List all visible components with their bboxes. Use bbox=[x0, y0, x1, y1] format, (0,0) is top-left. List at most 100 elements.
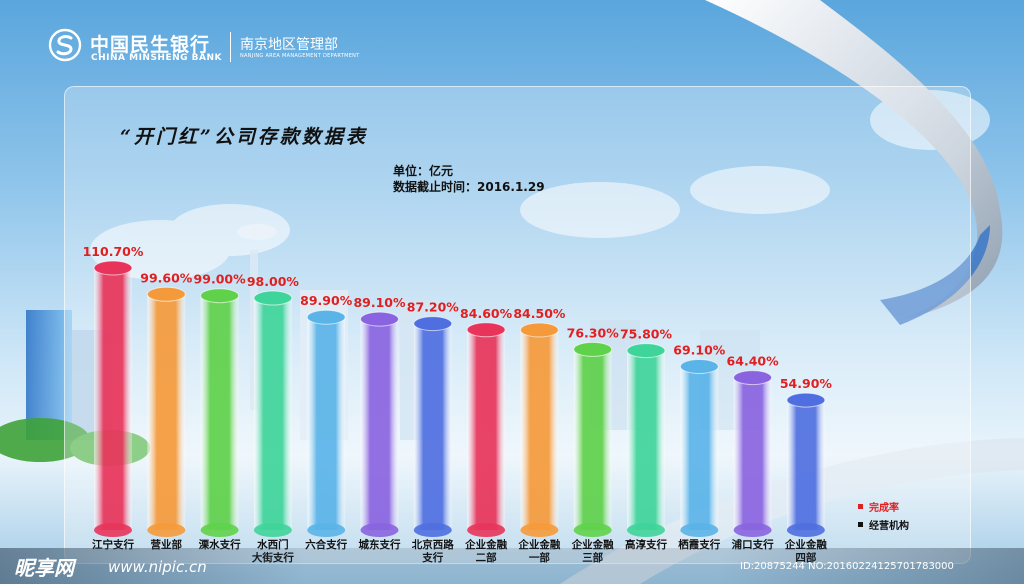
bar-base bbox=[680, 523, 719, 537]
category-label: 企业金融 bbox=[464, 538, 507, 551]
department-name-en: NANJING AREA MANAGEMENT DEPARTMENT bbox=[240, 53, 360, 59]
bar-base bbox=[253, 523, 292, 537]
bar-cap bbox=[306, 309, 346, 325]
bar-cap bbox=[200, 288, 240, 304]
bar-base bbox=[573, 523, 612, 537]
bar-value-label: 69.10% bbox=[673, 342, 726, 357]
bar-cap bbox=[733, 370, 773, 386]
legend-swatch-red bbox=[858, 503, 863, 509]
bar bbox=[733, 370, 773, 537]
bar-value-label: 89.10% bbox=[353, 295, 406, 310]
category-label: 江宁支行 bbox=[92, 538, 134, 551]
category-label: 企业金融 bbox=[784, 538, 827, 551]
category-label: 营业部 bbox=[151, 538, 183, 551]
bar bbox=[786, 392, 826, 537]
bar bbox=[200, 288, 240, 537]
watermark-bar: 昵享网 www.nipic.cn ID:20875244 NO:20160224… bbox=[0, 548, 1024, 584]
bar-value-label: 110.70% bbox=[83, 244, 144, 259]
bar bbox=[360, 311, 399, 537]
monorail-train bbox=[880, 225, 990, 325]
bar bbox=[519, 322, 559, 537]
unit-label: 单位：亿元 bbox=[393, 164, 454, 178]
header-divider bbox=[230, 32, 231, 62]
chart-legend: 完成率 经营机构 bbox=[858, 497, 909, 533]
bar-body bbox=[627, 350, 665, 530]
bar-cap bbox=[413, 316, 453, 332]
bank-header: 中国民生银行 CHINA MINSHENG BANK 南京地区管理部 NANJI… bbox=[40, 22, 360, 72]
category-label: 栖霞支行 bbox=[678, 538, 720, 551]
category-label: 溧水支行 bbox=[199, 538, 241, 551]
bar-base bbox=[786, 523, 825, 537]
bar-value-label: 76.30% bbox=[567, 325, 620, 340]
bar bbox=[626, 343, 666, 537]
watermark-id: ID:20875244 NO:20160224125701783000 bbox=[740, 561, 954, 572]
bar bbox=[413, 316, 453, 537]
category-label: 北京西路 bbox=[412, 538, 454, 551]
legend-item-completion-rate: 完成率 bbox=[858, 497, 909, 515]
bar-body bbox=[786, 400, 825, 530]
bar-cap bbox=[146, 286, 186, 302]
legend-item-branch: 经营机构 bbox=[858, 515, 909, 533]
bar bbox=[573, 341, 613, 537]
bar bbox=[679, 358, 719, 537]
bar-body bbox=[467, 329, 506, 530]
category-label: 企业金融 bbox=[517, 538, 560, 551]
category-label: 浦口支行 bbox=[732, 538, 774, 551]
bar-body bbox=[573, 349, 612, 530]
bar bbox=[146, 286, 186, 537]
bar-body bbox=[94, 268, 132, 530]
bar-body bbox=[307, 317, 346, 530]
bar-base bbox=[200, 523, 239, 537]
bar-body bbox=[360, 319, 399, 530]
watermark-site: 昵享网 bbox=[14, 556, 74, 580]
bar-base bbox=[413, 523, 452, 537]
monorail-track bbox=[705, 0, 1003, 320]
bar-value-label: 84.50% bbox=[513, 306, 566, 321]
bar-body bbox=[413, 323, 452, 530]
bar-body bbox=[147, 294, 186, 530]
bar bbox=[466, 322, 506, 537]
bar-value-label: 99.00% bbox=[194, 272, 247, 287]
bar-value-label: 84.60% bbox=[460, 306, 513, 321]
cutoff-date-label: 数据截止时间：2016.1.29 bbox=[393, 180, 545, 194]
bar bbox=[306, 309, 346, 537]
bar-value-label: 87.20% bbox=[407, 300, 460, 315]
bar-cap bbox=[626, 343, 666, 359]
legend-swatch-black bbox=[858, 521, 863, 527]
bar bbox=[253, 290, 293, 537]
legend-label: 经营机构 bbox=[869, 520, 909, 532]
bar-body bbox=[680, 366, 719, 530]
bar-cap bbox=[253, 290, 293, 306]
bar-value-label: 99.60% bbox=[140, 270, 193, 285]
bar-body bbox=[200, 295, 239, 530]
bar-base bbox=[147, 523, 186, 537]
department-name-cn: 南京地区管理部 bbox=[240, 37, 338, 53]
bar-body bbox=[253, 298, 292, 530]
chart-title: “开门红”公司存款数据表 bbox=[120, 126, 368, 148]
bar-body bbox=[733, 377, 772, 530]
bar-base bbox=[94, 523, 132, 537]
minsheng-logo-icon bbox=[48, 28, 82, 62]
bar-cap bbox=[573, 341, 613, 357]
bar-value-label: 89.90% bbox=[300, 293, 353, 308]
bar-base bbox=[520, 523, 559, 537]
bar-cap bbox=[679, 358, 719, 374]
bar-base bbox=[360, 523, 399, 537]
category-label: 水西门 bbox=[256, 538, 289, 551]
bar-base bbox=[733, 523, 772, 537]
bar-cap bbox=[360, 311, 399, 327]
bar-body bbox=[520, 330, 559, 530]
bar-value-label: 54.90% bbox=[780, 376, 833, 391]
legend-label: 完成率 bbox=[869, 502, 899, 514]
bar-value-label: 64.40% bbox=[727, 354, 780, 369]
bar-value-label: 75.80% bbox=[620, 327, 673, 342]
bank-name-cn: 中国民生银行 bbox=[90, 34, 211, 56]
bar-cap bbox=[786, 392, 826, 408]
bar-cap bbox=[519, 322, 559, 338]
category-label: 城东支行 bbox=[359, 538, 401, 551]
category-label: 企业金融 bbox=[571, 538, 614, 551]
bar-cap bbox=[93, 260, 133, 276]
bar-base bbox=[627, 523, 665, 537]
bar-cap bbox=[466, 322, 506, 338]
